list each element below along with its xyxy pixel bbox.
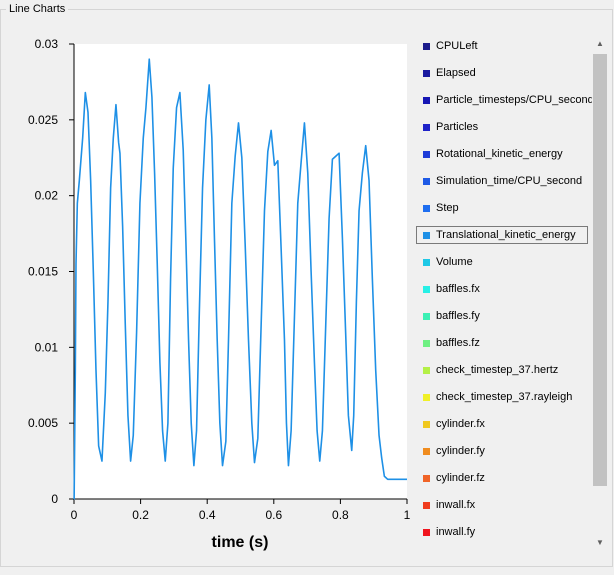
y-tick-label: 0.025 [28, 113, 58, 127]
scrollbar-thumb[interactable] [593, 54, 607, 486]
legend-label: baffles.fz [436, 337, 480, 349]
x-tick-label: 0.8 [332, 508, 349, 522]
y-tick-label: 0.01 [35, 340, 59, 354]
legend-label: Particle_timesteps/CPU_second [436, 94, 594, 106]
legend-item[interactable]: cylinder.fy [416, 442, 588, 460]
legend-swatch [423, 232, 430, 239]
legend-swatch [423, 259, 430, 266]
legend-swatch [423, 340, 430, 347]
legend-swatch [423, 205, 430, 212]
legend-item[interactable]: cylinder.fx [416, 415, 588, 433]
legend-swatch [423, 475, 430, 482]
legend-item[interactable]: Rotational_kinetic_energy [416, 145, 588, 163]
legend-label: cylinder.fz [436, 472, 485, 484]
legend-item[interactable]: baffles.fy [416, 307, 588, 325]
legend-item[interactable]: CPULeft [416, 37, 588, 55]
legend-item[interactable]: check_timestep_37.rayleigh [416, 388, 588, 406]
legend-label: Step [436, 202, 459, 214]
legend-label: check_timestep_37.rayleigh [436, 391, 573, 403]
x-tick-label: 0.2 [132, 508, 149, 522]
legend-swatch [423, 70, 430, 77]
legend-swatch [423, 97, 430, 104]
y-tick-label: 0.015 [28, 265, 58, 279]
plot-background [74, 44, 407, 499]
legend-swatch [423, 367, 430, 374]
y-tick-label: 0 [51, 492, 58, 506]
legend-label: check_timestep_37.hertz [436, 364, 559, 376]
legend-item[interactable]: Step [416, 199, 588, 217]
legend-item[interactable]: Simulation_time/CPU_second [416, 172, 588, 190]
legend-label: cylinder.fy [436, 445, 485, 457]
legend-swatch [423, 43, 430, 50]
legend-item[interactable]: inwall.fy [416, 523, 588, 541]
legend-label: Elapsed [436, 67, 476, 79]
legend-swatch [423, 124, 430, 131]
series-line [73, 58, 407, 500]
legend-label: Rotational_kinetic_energy [436, 148, 563, 160]
x-axis-ticks: 0 0.2 0.4 0.6 0.8 1 [71, 499, 411, 522]
legend-label: Translational_kinetic_energy [436, 229, 576, 241]
x-tick-label: 0 [71, 508, 78, 522]
legend-label: Simulation_time/CPU_second [436, 175, 583, 187]
legend-swatch [423, 151, 430, 158]
legend-item[interactable]: Volume [416, 253, 588, 271]
legend-label: Volume [436, 256, 473, 268]
legend-swatch [423, 529, 430, 536]
arrow-up-icon[interactable]: ▲ [596, 39, 604, 48]
legend-label: Particles [436, 121, 479, 133]
x-tick-label: 0.6 [265, 508, 282, 522]
legend-item[interactable]: cylinder.fz [416, 469, 588, 487]
legend-swatch [423, 448, 430, 455]
legend-scrollbar[interactable]: ▲ ▼ [592, 37, 608, 550]
y-tick-label: 0.005 [28, 416, 58, 430]
legend-swatch [423, 502, 430, 509]
legend-label: inwall.fx [436, 499, 476, 511]
legend-item[interactable]: baffles.fz [416, 334, 588, 352]
x-tick-label: 0.4 [199, 508, 216, 522]
legend-label: inwall.fy [436, 526, 476, 538]
group-title: Line Charts [6, 3, 69, 15]
legend-item[interactable]: Elapsed [416, 64, 588, 82]
arrow-down-icon[interactable]: ▼ [596, 538, 604, 547]
x-tick-label: 1 [404, 508, 411, 522]
legend-item[interactable]: Particles [416, 118, 588, 136]
legend-item[interactable]: baffles.fx [416, 280, 588, 298]
legend-swatch [423, 286, 430, 293]
legend-swatch [423, 394, 430, 401]
legend-item[interactable]: Translational_kinetic_energy [416, 226, 588, 244]
legend-swatch [423, 313, 430, 320]
legend-label: CPULeft [436, 40, 478, 52]
legend-item[interactable]: Particle_timesteps/CPU_second [416, 91, 594, 109]
series-group [73, 58, 407, 500]
legend-label: baffles.fx [436, 283, 480, 295]
y-tick-label: 0.02 [35, 189, 59, 203]
legend-swatch [423, 178, 430, 185]
y-axis-ticks: 0 0.005 0.01 0.015 0.02 0.025 0.03 [28, 37, 74, 506]
legend-item[interactable]: check_timestep_37.hertz [416, 361, 588, 379]
legend-label: cylinder.fx [436, 418, 485, 430]
legend-swatch [423, 421, 430, 428]
y-tick-label: 0.03 [35, 37, 59, 51]
legend-item[interactable]: inwall.fx [416, 496, 588, 514]
line-chart: 0 0.005 0.01 0.015 0.02 0.025 0.03 0 0.2 0.4 0.6 0… [0, 30, 420, 570]
legend-list[interactable]: CPULeft Elapsed Particle_timesteps/CPU_sec… [416, 37, 594, 547]
x-axis-label: time (s) [212, 534, 269, 551]
line-charts-groupbox [0, 9, 613, 567]
legend-label: baffles.fy [436, 310, 480, 322]
